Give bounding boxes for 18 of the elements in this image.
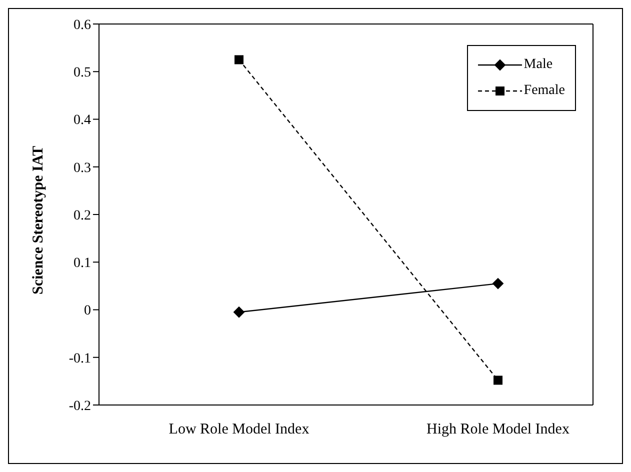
y-tick-label: 0.1 — [74, 256, 91, 272]
x-tick-label: Low Role Model Index — [168, 422, 310, 438]
y-tick-label: 0.2 — [74, 208, 91, 224]
y-tick-label: -0.1 — [68, 351, 91, 366]
point — [494, 376, 502, 385]
x-tick-label: High Role Model Index — [426, 422, 570, 438]
point — [234, 306, 244, 318]
y-tick-label: 0.4 — [74, 113, 91, 128]
point — [492, 278, 504, 290]
y-tick-label: -0.2 — [68, 398, 91, 414]
y-tick-label: 0.6 — [74, 18, 91, 33]
y-tick-label: 0.5 — [74, 66, 91, 81]
y-tick-label: 0 — [84, 304, 91, 319]
y-tick-label: 0.3 — [74, 160, 91, 176]
y-axis-title: Science Stereotype IAT — [30, 146, 46, 294]
point — [234, 55, 244, 64]
legend-label: Female — [524, 83, 565, 99]
legend-label: Male — [524, 57, 553, 73]
